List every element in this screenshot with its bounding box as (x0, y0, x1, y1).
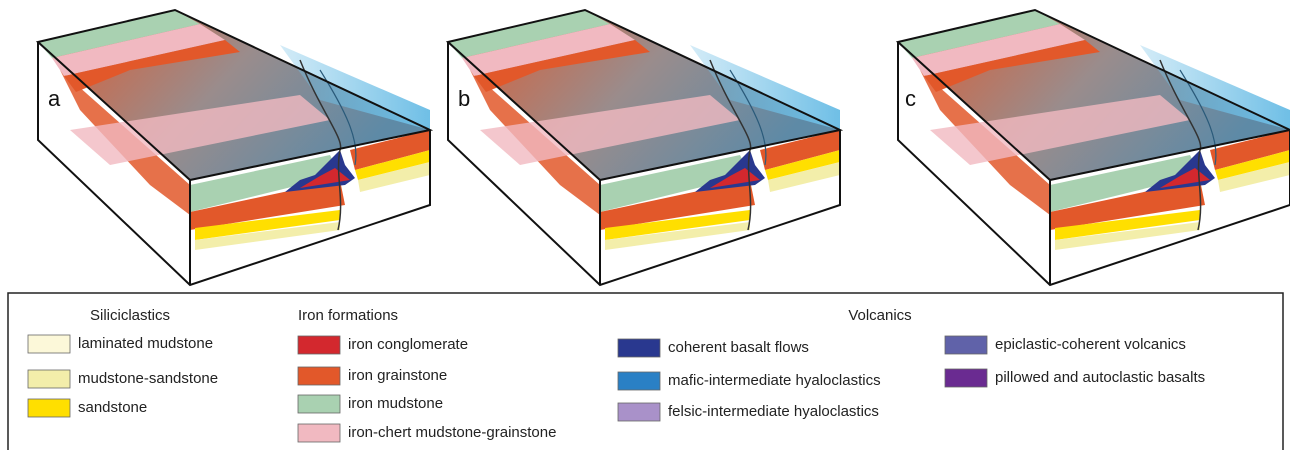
legend-label: felsic-intermediate hyaloclastics (668, 403, 879, 420)
legend-label: coherent basalt flows (668, 339, 809, 356)
legend-swatch (28, 335, 70, 353)
legend-swatch (298, 424, 340, 442)
legend-label: epiclastic-coherent volcanics (995, 336, 1186, 353)
legend-swatch (618, 403, 660, 421)
legend-swatch (298, 367, 340, 385)
legend-swatch (298, 395, 340, 413)
block-diagram-a (38, 10, 430, 285)
legend-swatch (618, 372, 660, 390)
legend-group-title: Iron formations (298, 307, 398, 324)
block-diagram-c (898, 10, 1290, 285)
legend-label: iron grainstone (348, 367, 447, 384)
legend-swatch (28, 399, 70, 417)
legend: Siliciclastics laminated mudstone mudstone… (28, 307, 1205, 442)
legend-label: pillowed and autoclastic basalts (995, 369, 1205, 386)
legend-label: sandstone (78, 399, 147, 416)
page: a b c Siliciclastics laminated mudstone mu… (0, 0, 1290, 450)
legend-label: laminated mudstone (78, 335, 213, 352)
legend-label: iron-chert mudstone-grainstone (348, 424, 556, 441)
legend-label: iron conglomerate (348, 336, 468, 353)
panel-label: a (48, 86, 61, 111)
legend-swatch (28, 370, 70, 388)
legend-group-title: Siliciclastics (90, 307, 170, 324)
block-diagram-b (448, 10, 840, 285)
legend-swatch (618, 339, 660, 357)
legend-swatch (945, 369, 987, 387)
panel-label: b (458, 86, 470, 111)
panel-label: c (905, 86, 916, 111)
legend-label: mafic-intermediate hyaloclastics (668, 372, 881, 389)
legend-group-title: Volcanics (848, 307, 911, 324)
legend-swatch (298, 336, 340, 354)
legend-swatch (945, 336, 987, 354)
legend-label: mudstone-sandstone (78, 370, 218, 387)
figure: a b c Siliciclastics laminated mudstone mu… (0, 0, 1290, 450)
legend-label: iron mudstone (348, 395, 443, 412)
